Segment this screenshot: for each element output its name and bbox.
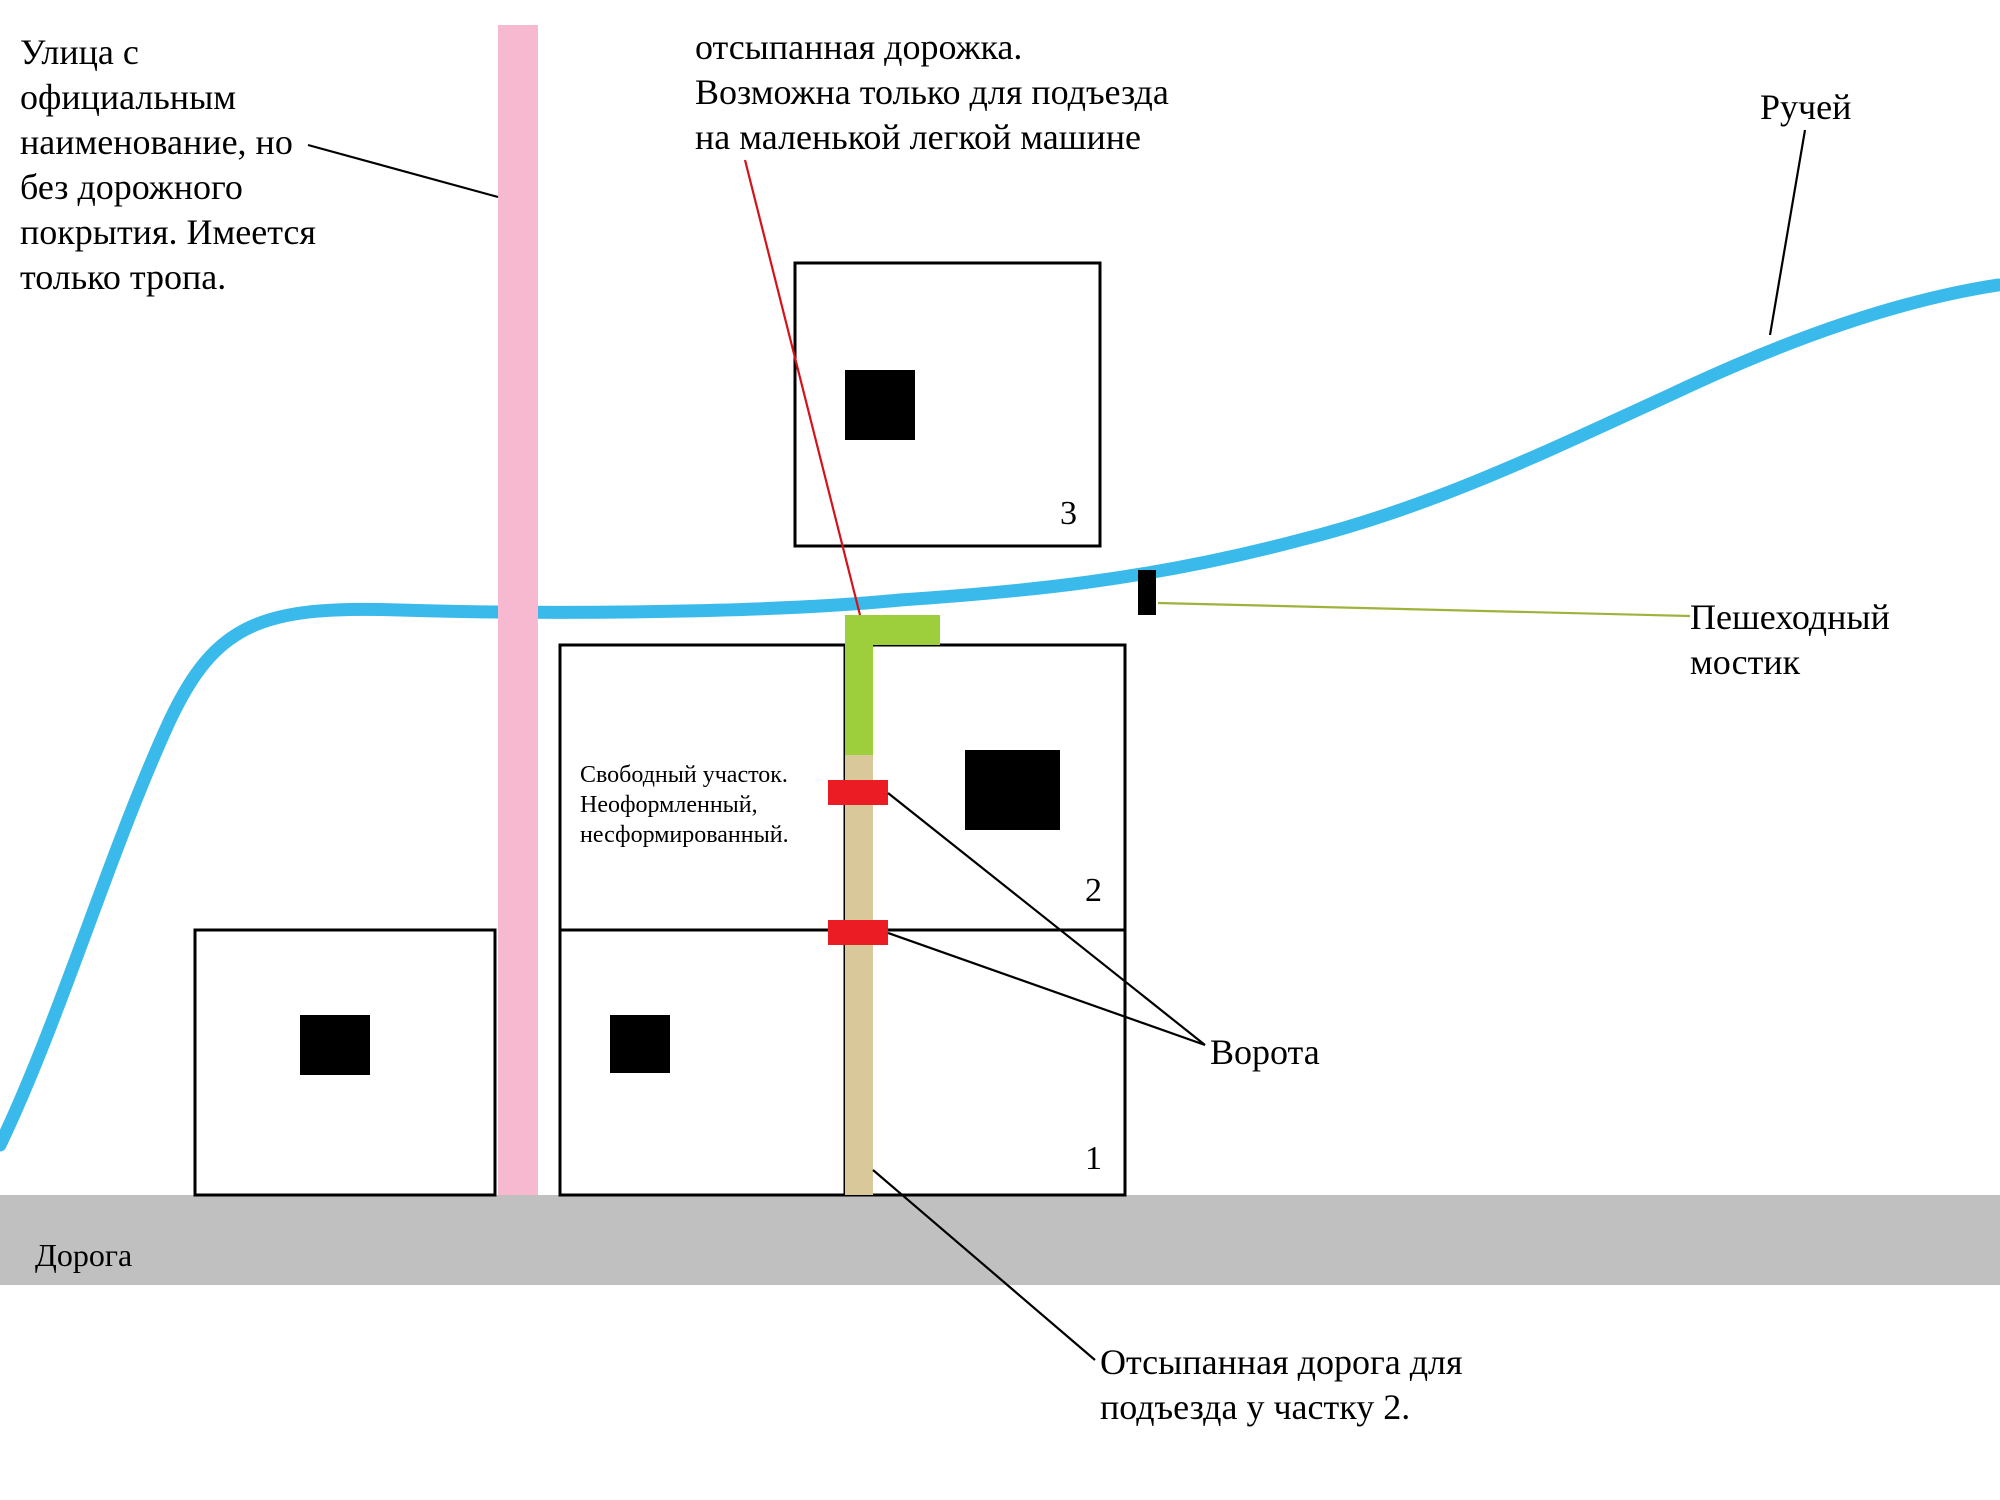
plot-label-1: 1 xyxy=(1085,1138,1102,1181)
annotation-gravel-path: отсыпанная дорожка. Возможна только для … xyxy=(695,25,1169,160)
annotation-bridge: Пешеходный мостик xyxy=(1690,595,1890,685)
annotation-street: Улица с официальным наименование, но без… xyxy=(20,30,316,300)
annotation-free-plot: Свободный участок. Неоформленный, несфор… xyxy=(580,760,789,850)
annotation-gravel-road: Отсыпанная дорога для подъезда у частку … xyxy=(1100,1340,1463,1430)
annotation-gates: Ворота xyxy=(1210,1030,1320,1075)
annotation-stream: Ручей xyxy=(1760,85,1851,130)
plot-label-2: 2 xyxy=(1085,870,1102,913)
plot-label-3: 3 xyxy=(1060,493,1077,536)
road-label: Дорога xyxy=(35,1235,132,1275)
diagram-stage: { "canvas": { "w": 2000, "h": 1500 }, "c… xyxy=(0,0,2000,1500)
